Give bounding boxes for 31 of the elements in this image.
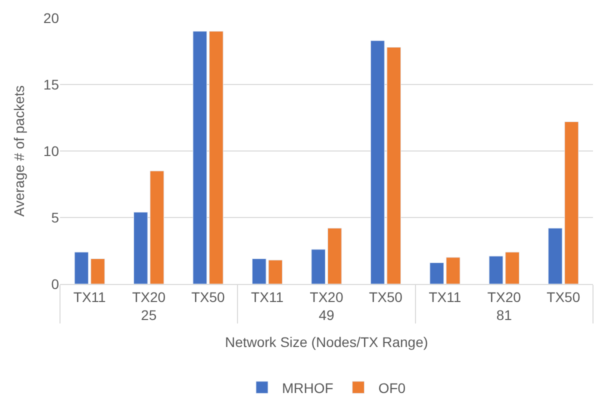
bar bbox=[446, 257, 460, 284]
x-tick-label: TX20 bbox=[310, 288, 344, 305]
bar bbox=[548, 228, 562, 284]
x-tick-label: TX20 bbox=[132, 288, 166, 305]
bar bbox=[90, 258, 105, 284]
y-tick-label: 10 bbox=[43, 142, 60, 159]
bar bbox=[74, 252, 89, 284]
bar bbox=[430, 262, 444, 284]
bar bbox=[564, 121, 579, 284]
x-tick-label: TX50 bbox=[368, 288, 403, 305]
bar bbox=[311, 249, 326, 284]
x-tick-label: TX11 bbox=[428, 288, 462, 305]
y-tick-label: 15 bbox=[43, 76, 60, 92]
bar bbox=[327, 228, 342, 284]
x-tick-label: TX20 bbox=[487, 288, 522, 305]
y-axis-title: Average # of packets bbox=[11, 85, 28, 217]
x-axis-title: Network Size (Nodes/TX Range) bbox=[224, 334, 428, 350]
x-tick-label: TX50 bbox=[546, 288, 580, 305]
y-tick-label: 20 bbox=[43, 10, 60, 26]
legend-label: MRHOF bbox=[282, 380, 334, 396]
bar bbox=[209, 31, 224, 284]
text: 25 bbox=[141, 306, 157, 323]
y-tick-label: 0 bbox=[51, 276, 60, 292]
legend-label: OF0 bbox=[378, 380, 406, 396]
y-tick-label: 5 bbox=[51, 209, 60, 226]
x-tick-label: TX11 bbox=[73, 288, 106, 305]
x-tick-label: TX11 bbox=[251, 288, 284, 305]
x-tick-label: TX50 bbox=[191, 288, 225, 305]
text: 49 bbox=[318, 306, 334, 323]
text: 81 bbox=[496, 306, 512, 323]
bar bbox=[192, 31, 208, 284]
